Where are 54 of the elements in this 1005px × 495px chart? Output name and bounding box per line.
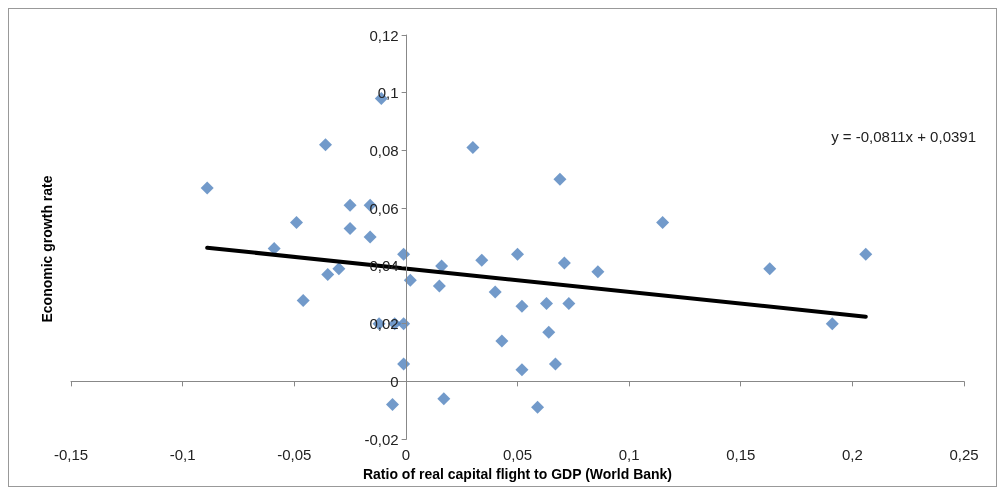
point [531, 400, 545, 414]
y-tick-label: 0,12 [369, 26, 399, 44]
point [343, 198, 357, 212]
point [432, 279, 446, 293]
point [656, 216, 670, 230]
y-tick-label: -0,02 [364, 430, 399, 448]
point [296, 294, 310, 308]
point [385, 397, 399, 411]
point [437, 392, 451, 406]
point [343, 221, 357, 235]
x-tick-label: -0,15 [53, 446, 89, 464]
y-tick-label: 0,08 [369, 141, 399, 159]
point [591, 265, 605, 279]
point [397, 317, 411, 331]
y-tick-label: 0 [390, 372, 399, 390]
point [763, 262, 777, 276]
point [289, 216, 303, 230]
point [466, 141, 480, 155]
x-tick-label: 0,1 [618, 446, 640, 464]
y-axis-title: Economic growth rate [39, 175, 55, 323]
point [488, 285, 502, 299]
point [200, 181, 214, 195]
annotation: y = -0,0811x + 0,0391 [831, 128, 977, 145]
point [859, 247, 873, 261]
x-tick-label: 0,2 [841, 446, 863, 464]
point [321, 268, 335, 282]
point [515, 363, 529, 377]
x-tick-label: 0,05 [502, 446, 533, 464]
point [825, 317, 839, 331]
point [363, 230, 377, 244]
point [403, 273, 417, 287]
point [435, 259, 449, 273]
x-tick-label: -0,05 [277, 446, 312, 464]
point [557, 256, 571, 270]
y-tick-label: 0,04 [369, 257, 399, 275]
point [515, 299, 529, 313]
y-tick-label: 0,1 [377, 84, 399, 102]
x-tick-label: 0,15 [726, 446, 756, 464]
point [319, 138, 333, 152]
point [332, 262, 346, 276]
point [553, 172, 567, 186]
point [511, 247, 524, 261]
point [540, 296, 554, 310]
x-axis-title: Ratio of real capital flight to GDP (World Bank) [362, 466, 673, 482]
point [542, 325, 556, 339]
x-tick-label: 0,25 [949, 446, 979, 464]
x-tick-label: -0,1 [169, 446, 196, 464]
point [548, 357, 562, 371]
point [397, 247, 411, 261]
x-tick-label: 0 [401, 446, 411, 464]
point [475, 253, 489, 267]
point [495, 334, 509, 348]
y-tick-label: 0,06 [369, 199, 399, 217]
point [562, 296, 576, 310]
